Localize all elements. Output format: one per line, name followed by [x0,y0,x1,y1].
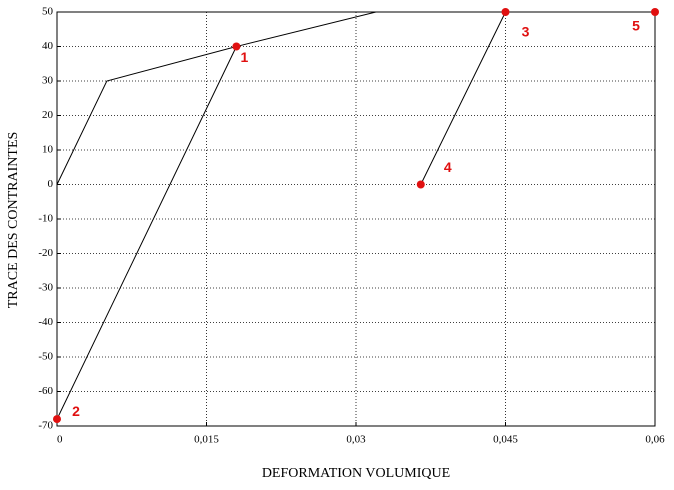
point-label: 1 [241,49,249,65]
y-tick-label: -30 [38,282,53,294]
x-tick-label: 0,03 [346,434,366,446]
y-tick-label: -60 [38,385,53,397]
y-tick-label: 50 [42,6,54,18]
x-tick-label: 0,06 [645,434,665,446]
x-tick-label: 0,015 [194,434,219,446]
y-tick-label: 30 [42,75,54,87]
point-label: 2 [72,403,80,419]
x-axis-title: DEFORMATION VOLUMIQUE [262,466,450,481]
x-tick-label: 0,045 [493,434,518,446]
y-axis-title: TRACE DES CONTRAINTES [6,132,21,309]
y-tick-label: 40 [42,40,54,52]
y-tick-label: -70 [38,420,53,432]
y-tick-label: 20 [42,109,54,121]
point-label: 3 [522,24,530,40]
x-tick-label: 0 [57,434,63,446]
y-tick-label: -20 [38,247,53,259]
point-label: 4 [444,159,452,175]
data-point [501,8,510,16]
point-label: 5 [632,18,640,34]
y-tick-label: -40 [38,316,53,328]
y-tick-label: -50 [38,351,53,363]
y-tick-label: 0 [48,178,54,190]
y-tick-label: -10 [38,213,53,225]
data-point [416,180,425,189]
data-point [53,415,61,424]
data-line [56,11,655,420]
data-point [651,8,659,16]
y-tick-label: 10 [42,144,54,156]
data-point [232,42,241,51]
